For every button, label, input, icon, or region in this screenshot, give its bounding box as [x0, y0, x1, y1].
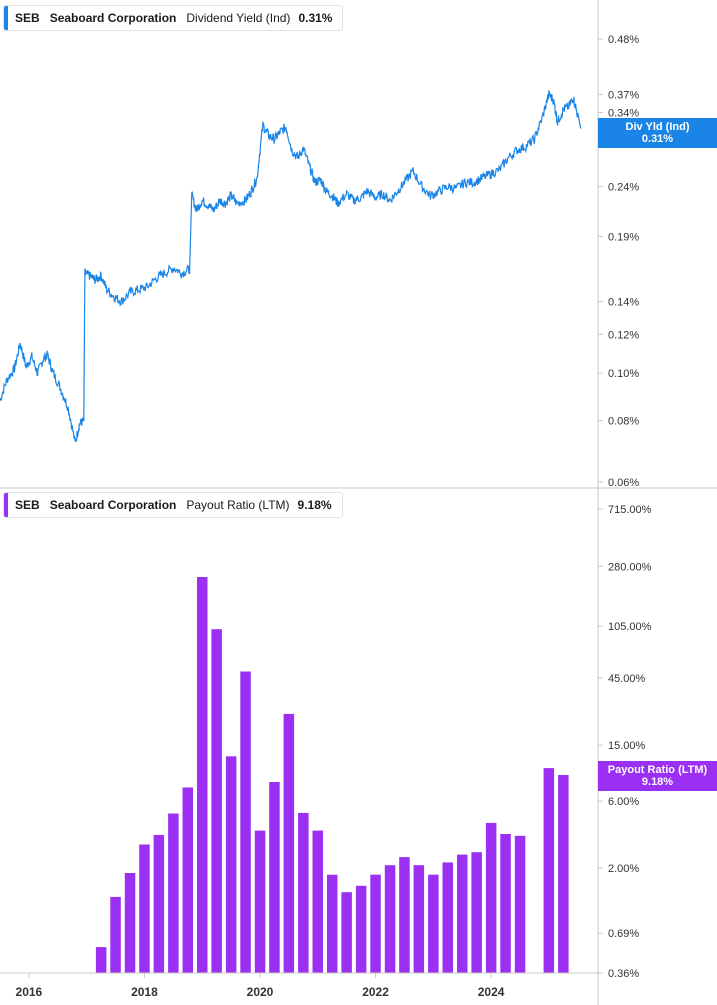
legend-ticker: SEB: [15, 498, 40, 512]
payout-ratio-bar: [514, 835, 526, 973]
payout-ratio-bar: [124, 873, 136, 973]
y-tick-label: 0.37%: [608, 89, 639, 101]
y-tick-label: 280.00%: [608, 561, 652, 573]
payout-ratio-bar: [95, 947, 107, 973]
last-value-flag-dividend-yield: Div Yld (Ind) 0.31%: [598, 118, 717, 148]
payout-ratio-bar: [428, 874, 439, 973]
flag-label: Payout Ratio (LTM): [607, 764, 708, 776]
legend-ticker: SEB: [15, 11, 40, 25]
payout-ratio-bar: [312, 830, 323, 973]
x-tick-label: 2024: [478, 985, 505, 999]
payout-ratio-bar: [197, 577, 208, 973]
legend-company-name: Seaboard Corporation: [49, 11, 177, 25]
payout-ratio-bar: [240, 671, 251, 973]
y-tick-label: 0.10%: [608, 368, 639, 380]
payout-ratio-bar: [341, 892, 352, 973]
payout-ratio-bar: [543, 768, 555, 973]
y-tick-label: 715.00%: [608, 504, 652, 516]
payout-ratio-bar: [139, 844, 150, 973]
last-value-flag-payout-ratio: Payout Ratio (LTM) 9.18%: [598, 761, 717, 791]
payout-ratio-bar: [269, 782, 280, 973]
legend-payout-ratio[interactable]: SEB Seaboard Corporation Payout Ratio (L…: [3, 492, 343, 518]
payout-ratio-bar: [298, 812, 309, 973]
dividend-yield-line: [0, 90, 582, 443]
legend-metric: Payout Ratio (LTM): [186, 498, 290, 512]
y-tick-label: 0.34%: [608, 107, 639, 119]
payout-ratio-bar: [254, 830, 266, 973]
payout-ratio-bar: [471, 852, 482, 973]
series-swatch: [4, 493, 8, 517]
flag-label: Div Yld (Ind): [625, 121, 690, 133]
y-tick-label: 0.48%: [608, 34, 639, 46]
y-tick-label: 105.00%: [608, 621, 652, 633]
payout-ratio-bar: [485, 822, 497, 973]
y-tick-label: 0.06%: [608, 477, 639, 489]
x-tick-label: 2018: [131, 985, 158, 999]
x-tick-label: 2022: [362, 985, 389, 999]
flag-value: 0.31%: [641, 133, 674, 145]
dividend-yield-plot: [0, 90, 582, 443]
legend-value: 9.18%: [297, 498, 332, 512]
payout-ratio-plot: [95, 577, 569, 973]
payout-ratio-bar: [327, 874, 338, 973]
y-tick-label: 0.19%: [608, 231, 639, 243]
y-tick-label: 6.00%: [608, 796, 639, 808]
payout-ratio-bar: [355, 885, 367, 973]
legend-value: 0.31%: [298, 11, 333, 25]
payout-ratio-bar: [399, 857, 410, 973]
y-tick-label: 0.24%: [608, 182, 639, 194]
x-tick-label: 2016: [16, 985, 43, 999]
payout-ratio-bar: [442, 862, 453, 973]
legend-metric: Dividend Yield (Ind): [186, 11, 291, 25]
payout-ratio-bar: [110, 896, 121, 973]
x-tick-label: 2020: [247, 985, 274, 999]
y-tick-label: 0.36%: [608, 968, 639, 980]
y-tick-label: 0.14%: [608, 296, 639, 308]
y-tick-label: 15.00%: [608, 740, 646, 752]
flag-value: 9.18%: [641, 776, 674, 788]
legend-company-name: Seaboard Corporation: [49, 498, 177, 512]
payout-ratio-bar: [225, 756, 237, 973]
payout-ratio-bar: [558, 775, 569, 973]
payout-ratio-bar: [500, 834, 511, 973]
payout-ratio-bar: [370, 874, 381, 973]
y-tick-label: 0.69%: [608, 928, 639, 940]
payout-ratio-bar: [211, 629, 222, 973]
payout-ratio-bar: [457, 854, 468, 973]
legend-dividend-yield[interactable]: SEB Seaboard Corporation Dividend Yield …: [3, 5, 344, 31]
payout-ratio-bar: [283, 713, 295, 973]
y-tick-label: 0.12%: [608, 329, 639, 341]
payout-ratio-bar: [153, 834, 165, 973]
series-swatch: [4, 6, 8, 30]
payout-ratio-bar: [384, 865, 396, 973]
y-tick-label: 2.00%: [608, 863, 639, 875]
payout-ratio-bar: [168, 813, 179, 973]
y-tick-label: 45.00%: [608, 673, 646, 685]
payout-ratio-bar: [413, 865, 425, 973]
y-tick-label: 0.08%: [608, 416, 639, 428]
payout-ratio-bar: [182, 787, 193, 973]
